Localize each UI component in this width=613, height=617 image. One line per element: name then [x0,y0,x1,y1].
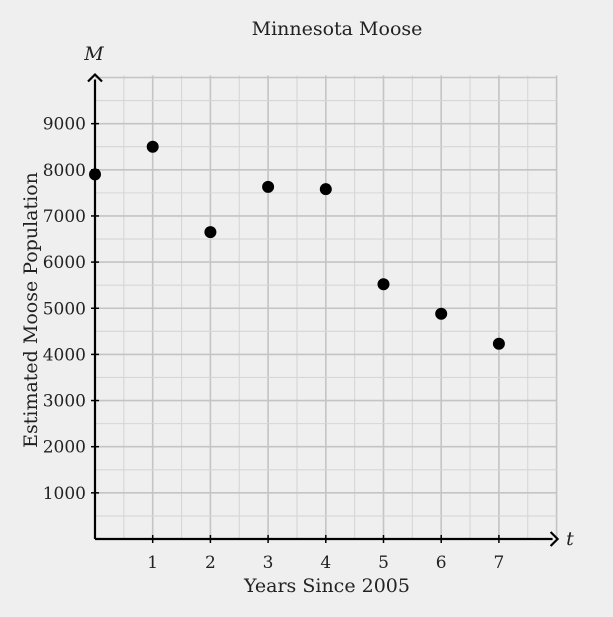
y-axis-variable: M [83,43,104,65]
data-point [492,337,505,350]
x-axis-label: Years Since 2005 [243,575,410,597]
x-tick-label: 3 [263,553,274,573]
grid [95,75,558,539]
x-tick-label: 2 [205,553,216,573]
x-axis-variable: t [566,528,574,550]
data-point [319,183,332,196]
y-tick-label: 2000 [43,438,86,458]
y-tick-label: 1000 [43,484,86,504]
y-tick-label: 7000 [43,207,86,227]
y-tick-label: 6000 [43,253,86,273]
x-axis-arrow [549,531,560,547]
x-tick-label: 5 [378,553,389,573]
y-tick-label: 8000 [43,161,86,181]
data-points [89,140,505,350]
x-tick-label: 7 [493,553,504,573]
data-point [262,180,275,193]
data-point [377,278,390,291]
data-point [204,226,217,239]
x-tick-label: 4 [320,553,331,573]
axes [87,72,560,547]
y-axis-label: Estimated Moose Population [20,172,42,448]
y-axis-arrow [87,72,103,83]
ticks: 1 2 3 4 5 6 7 1000 2000 3000 4000 5000 6000 7000 8000 9… [43,115,505,573]
x-tick-label: 6 [436,553,447,573]
data-point [146,140,159,153]
y-tick-label: 5000 [43,299,86,319]
y-tick-label: 3000 [43,392,86,412]
y-tick-label: 9000 [43,115,86,135]
chart-title: Minnesota Moose [252,18,423,40]
x-tick-label: 1 [147,553,158,573]
y-tick-label: 4000 [43,345,86,365]
data-point [435,307,448,320]
data-point [89,168,101,181]
